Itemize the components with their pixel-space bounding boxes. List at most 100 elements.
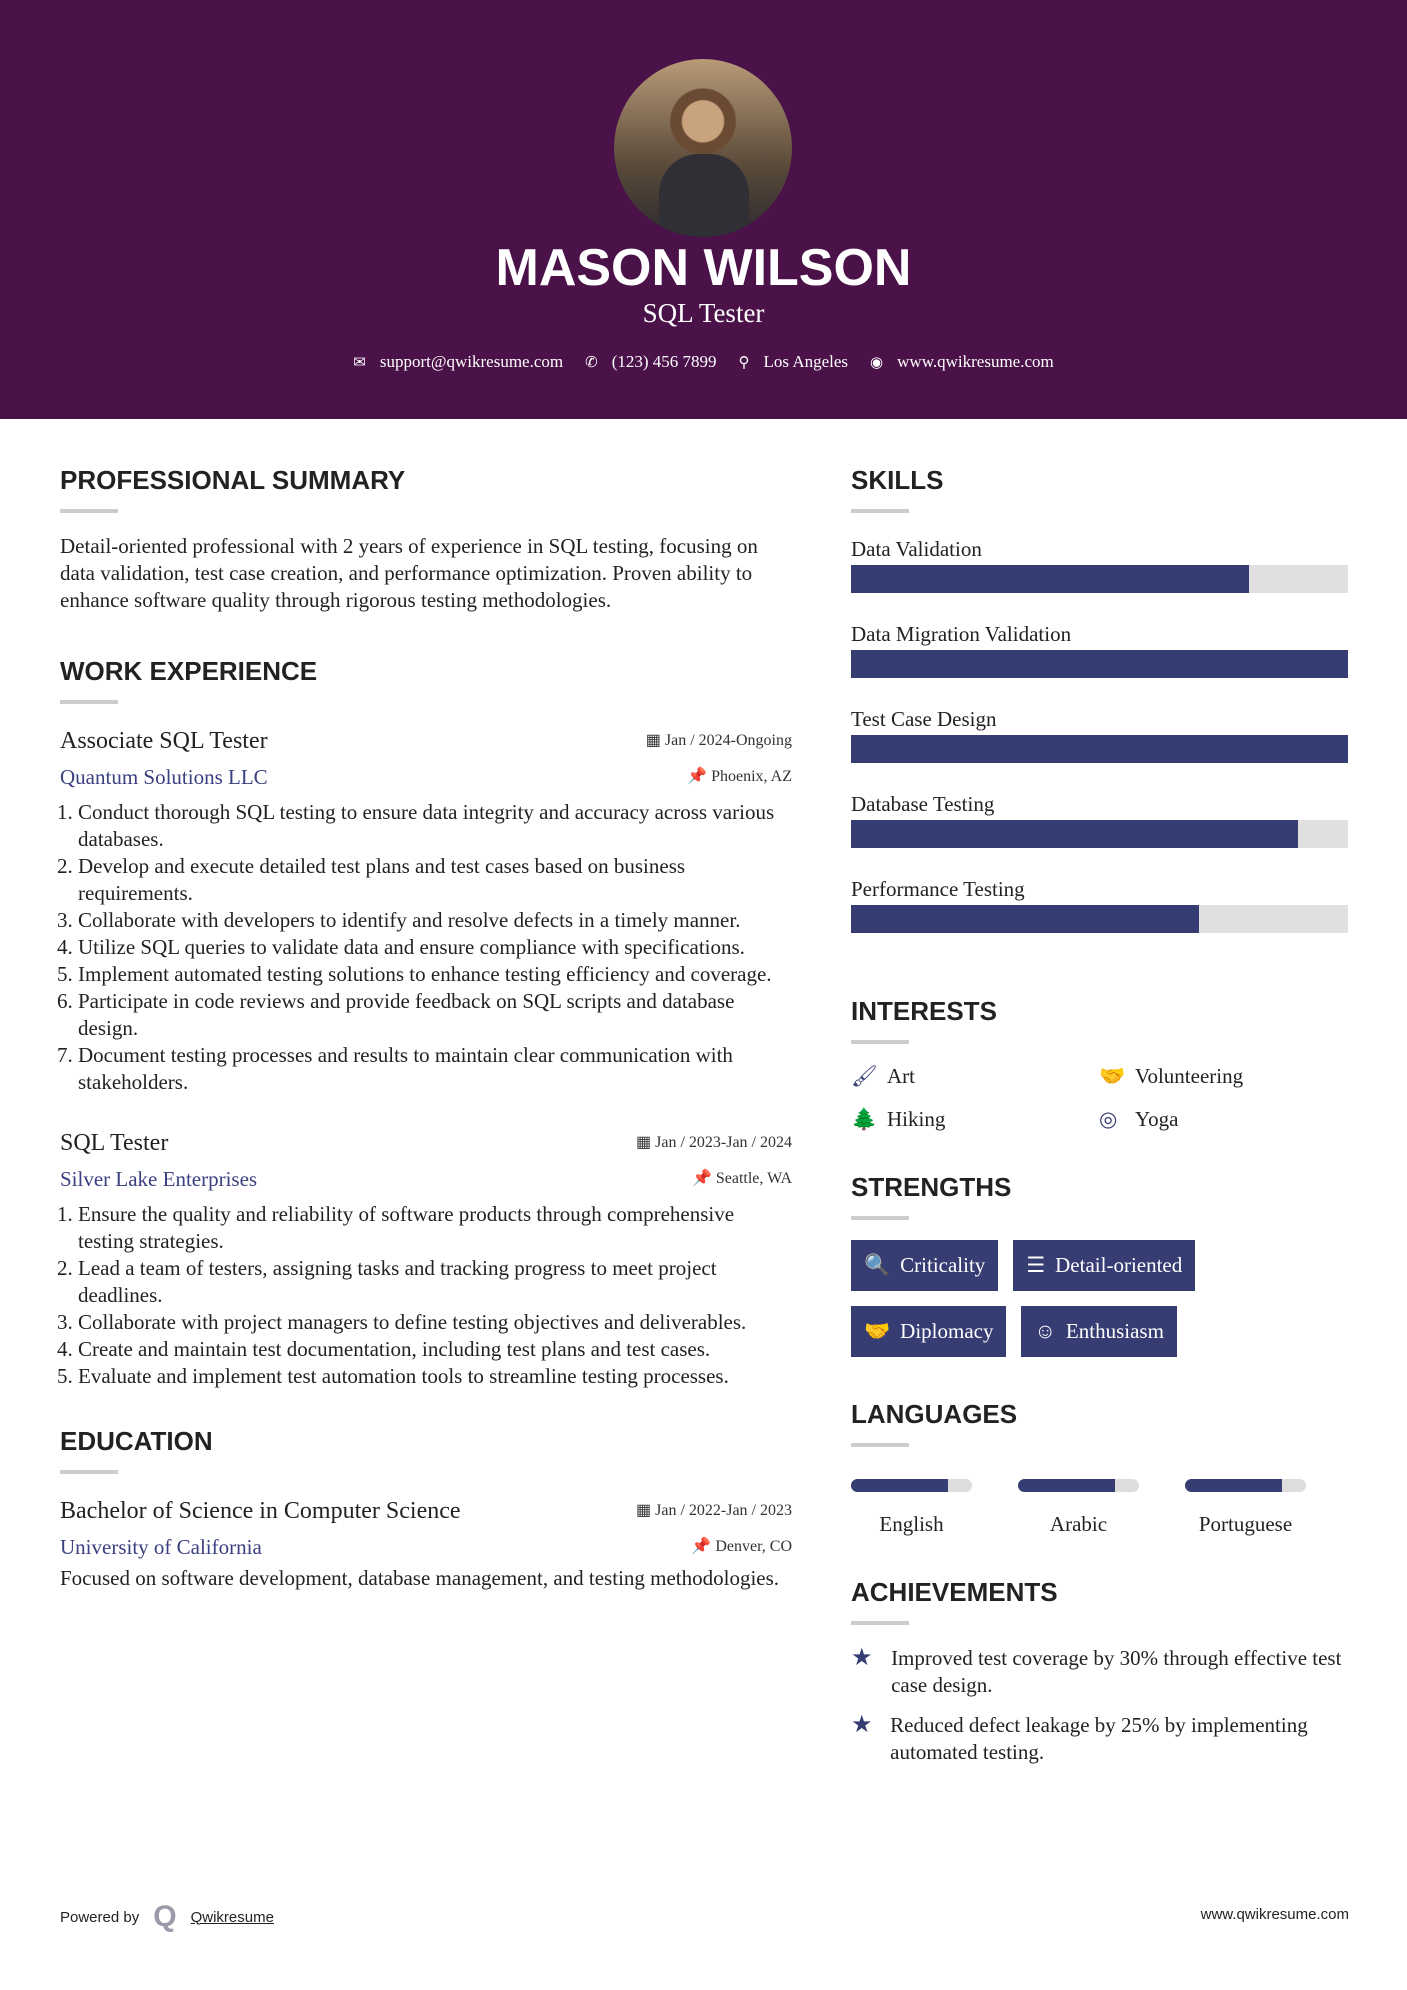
powered-by: Powered by	[60, 1908, 140, 1926]
summary-text: Detail-oriented professional with 2 year…	[60, 534, 758, 612]
achievement-text: Reduced defect leakage by 25% by impleme…	[890, 1713, 1308, 1764]
languages-heading: LANGUAGES	[851, 1399, 1018, 1429]
achievement-text: Improved test coverage by 30% through ef…	[891, 1646, 1342, 1697]
skill-bar-fill	[851, 650, 1348, 678]
strength-label: Enthusiasm	[1065, 1319, 1164, 1343]
skill-bar	[851, 735, 1348, 763]
handshake-icon: 🤝	[1099, 1064, 1126, 1088]
bullet: Lead a team of testers, assigning tasks …	[78, 1255, 792, 1309]
header: MASON WILSON SQL Tester ✉ support@qwikres…	[0, 0, 1407, 419]
phone[interactable]: (123) 456 7899	[611, 352, 717, 371]
education-heading: EDUCATION	[60, 1426, 213, 1456]
bullet: Participate in code reviews and provide …	[78, 988, 792, 1042]
skill-label: Data Migration Validation	[851, 622, 1072, 646]
lifering-icon: ◎	[1099, 1107, 1118, 1131]
job-title: Associate SQL Tester	[60, 728, 268, 754]
profile-photo	[614, 59, 792, 237]
interest-item: 🖌 Art	[851, 1064, 1099, 1089]
company: Silver Lake Enterprises	[60, 1167, 258, 1191]
company: Quantum Solutions LLC	[60, 765, 268, 789]
contact-bar: ✉ support@qwikresume.com ✆ (123) 456 7899 …	[0, 352, 1407, 372]
website[interactable]: www.qwikresume.com	[897, 352, 1054, 371]
bullet: Collaborate with project managers to def…	[78, 1309, 792, 1336]
summary-heading: PROFESSIONAL SUMMARY	[60, 465, 406, 495]
divider	[851, 1621, 909, 1625]
star-icon: ★	[851, 1712, 873, 1738]
skill-label: Database Testing	[851, 792, 995, 816]
language-item: Portuguese	[1185, 1479, 1306, 1537]
skill-bar	[851, 905, 1348, 933]
bullet: Create and maintain test documentation, …	[78, 1336, 792, 1363]
degree: Bachelor of Science in Computer Science	[60, 1498, 461, 1524]
footer-website[interactable]: www.qwikresume.com	[1200, 1906, 1349, 1923]
language-label: Portuguese	[1198, 1512, 1293, 1536]
bullet: Collaborate with developers to identify …	[78, 907, 792, 934]
language-item: English	[851, 1479, 972, 1537]
pin-icon: 📌	[691, 1538, 716, 1555]
strength-label: Diplomacy	[900, 1319, 994, 1343]
qwikresume-logo-icon: Q	[153, 1900, 177, 1933]
job-bullets: Ensure the quality and reliability of so…	[78, 1201, 792, 1390]
skills-heading: SKILLS	[851, 465, 944, 495]
achievement-item: ★ Improved test coverage by 30% through e…	[851, 1645, 1351, 1699]
education-entry: ▦ Jan / 2022-Jan / 2023 📌 Denver, CO Bac…	[60, 1494, 792, 1592]
interest-label: Hiking	[887, 1107, 946, 1131]
phone-icon: ✆	[585, 354, 598, 371]
job-entry: ▦ Jan / 2023-Jan / 2024 📌 Seattle, WA SQ…	[60, 1126, 792, 1390]
right-column: SKILLS Data Validation Data Migration Val…	[851, 465, 1351, 1779]
interest-label: Yoga	[1135, 1107, 1179, 1131]
education-location: Denver, CO	[715, 1538, 792, 1555]
interest-item: 🤝 Volunteering	[1099, 1064, 1347, 1089]
job-entry: ▦ Jan / 2024-Ongoing 📌 Phoenix, AZ Assoc…	[60, 724, 792, 1096]
job-location: Seattle, WA	[715, 1170, 792, 1187]
job-location: Phoenix, AZ	[711, 768, 792, 785]
email[interactable]: support@qwikresume.com	[379, 352, 564, 371]
divider	[851, 1216, 909, 1220]
language-bar-fill	[1185, 1479, 1282, 1492]
bullet: Evaluate and implement test automation t…	[78, 1363, 792, 1390]
smile-icon: ☺	[1034, 1319, 1056, 1343]
tree-icon: 🌲	[851, 1107, 878, 1131]
bullet: Utilize SQL queries to validate data and…	[78, 934, 792, 961]
school: University of California	[60, 1535, 262, 1559]
skill-bar	[851, 565, 1348, 593]
globe-icon: ◉	[870, 354, 884, 371]
divider	[851, 1040, 909, 1044]
divider	[60, 509, 118, 513]
candidate-name: MASON WILSON	[495, 239, 912, 297]
achievement-item: ★ Reduced defect leakage by 25% by implem…	[851, 1712, 1351, 1766]
interest-label: Art	[887, 1064, 915, 1088]
divider	[60, 700, 118, 704]
language-bar-fill	[1018, 1479, 1115, 1492]
left-column: PROFESSIONAL SUMMARY Detail-oriented pro…	[60, 465, 792, 1592]
divider	[851, 1443, 909, 1447]
calendar-icon: ▦	[636, 1502, 656, 1519]
job-bullets: Conduct thorough SQL testing to ensure d…	[78, 799, 792, 1096]
bullet: Conduct thorough SQL testing to ensure d…	[78, 799, 792, 853]
skill-label: Performance Testing	[851, 877, 1025, 901]
pin-icon: 📌	[687, 768, 712, 785]
strengths-heading: STRENGTHS	[851, 1172, 1012, 1202]
pin-icon: 📌	[691, 1170, 716, 1187]
job-title: SQL Tester	[60, 1130, 169, 1156]
skill-bar-fill	[851, 565, 1249, 593]
skill-bar	[851, 650, 1348, 678]
bullet: Document testing processes and results t…	[78, 1042, 792, 1096]
brand-link[interactable]: Qwikresume	[190, 1908, 274, 1926]
divider	[60, 1470, 118, 1474]
star-icon: ★	[851, 1645, 873, 1671]
bullet: Ensure the quality and reliability of so…	[78, 1201, 792, 1255]
calendar-icon: ▦	[645, 732, 665, 749]
language-bar	[1185, 1479, 1306, 1492]
map-marker-icon: ⚲	[738, 354, 750, 371]
calendar-icon: ▦	[636, 1134, 656, 1151]
skill-label: Data Validation	[851, 537, 982, 561]
interest-item: 🌲 Hiking	[851, 1107, 1099, 1132]
strength-label: Detail-oriented	[1055, 1253, 1183, 1277]
job-date: Jan / 2024-Ongoing	[664, 732, 792, 749]
language-bar-fill	[851, 1479, 948, 1492]
footer-left: Powered by Q Qwikresume	[60, 1900, 274, 1934]
skill-bar-fill	[851, 905, 1199, 933]
divider	[851, 509, 909, 513]
strength-chip: 🤝 Diplomacy	[851, 1306, 1007, 1357]
